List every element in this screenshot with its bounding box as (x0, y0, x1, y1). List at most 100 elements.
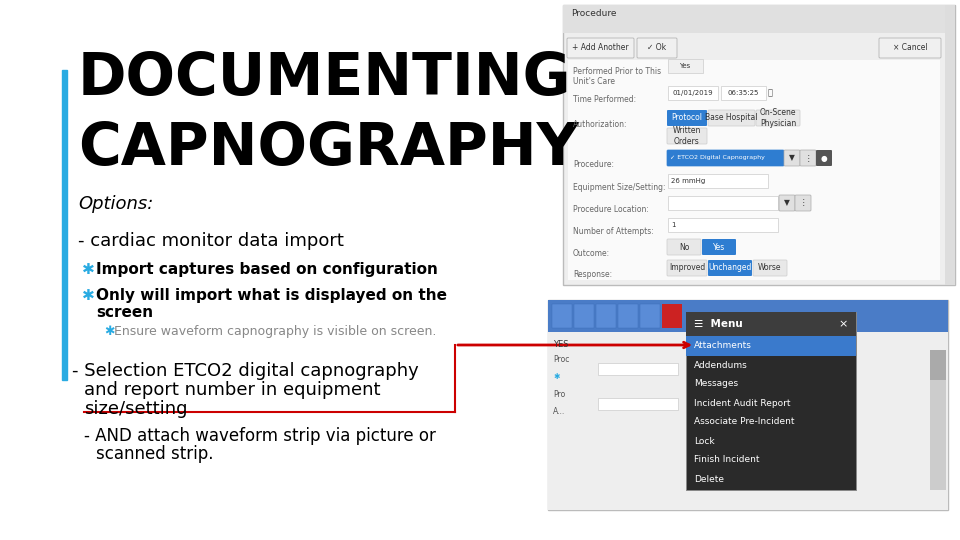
Bar (574, 304, 594, 328)
Text: Yes: Yes (680, 63, 690, 69)
Text: Protocol: Protocol (671, 113, 703, 123)
Text: Yes: Yes (713, 242, 725, 252)
Text: ✱: ✱ (82, 288, 95, 303)
Text: Procedure Location:: Procedure Location: (573, 205, 649, 214)
Bar (686, 312, 856, 490)
Bar (945, 5, 955, 285)
Bar (598, 363, 678, 375)
Text: screen: screen (96, 305, 154, 320)
Text: ⋮: ⋮ (804, 153, 812, 163)
Text: Attachments: Attachments (694, 341, 752, 350)
Text: 26 mmHg: 26 mmHg (671, 178, 706, 184)
Text: ⧖: ⧖ (767, 89, 773, 98)
Text: Only will import what is displayed on the: Only will import what is displayed on th… (96, 288, 447, 303)
Text: Lock: Lock (694, 436, 714, 446)
FancyBboxPatch shape (800, 150, 816, 166)
FancyBboxPatch shape (753, 260, 787, 276)
Text: Import captures based on configuration: Import captures based on configuration (96, 262, 438, 277)
Text: A...: A... (553, 407, 565, 416)
FancyBboxPatch shape (667, 260, 707, 276)
Text: Finish Incident: Finish Incident (694, 456, 759, 464)
Text: ☰  Menu: ☰ Menu (694, 319, 743, 329)
Text: YES: YES (553, 340, 568, 349)
FancyBboxPatch shape (756, 110, 800, 126)
FancyBboxPatch shape (667, 239, 701, 255)
Text: - AND attach waveform strip via picture or: - AND attach waveform strip via picture … (84, 427, 436, 445)
Text: Delete: Delete (694, 475, 724, 483)
Text: Improved: Improved (669, 264, 706, 273)
Text: Response:: Response: (573, 270, 612, 279)
Text: ●: ● (821, 153, 828, 163)
Text: Performed Prior to This
Unit's Care: Performed Prior to This Unit's Care (573, 67, 661, 86)
Bar (548, 300, 948, 332)
Text: Time Performed:: Time Performed: (573, 95, 636, 104)
Bar (686, 312, 856, 336)
FancyBboxPatch shape (784, 150, 800, 166)
Text: Written
Orders: Written Orders (673, 126, 701, 146)
Text: No: No (679, 242, 689, 252)
Text: Unchanged: Unchanged (708, 264, 752, 273)
Text: ✱: ✱ (82, 262, 95, 277)
FancyBboxPatch shape (667, 110, 707, 126)
Bar (552, 304, 572, 328)
Bar (668, 196, 778, 210)
Bar (548, 300, 948, 510)
Bar (62, 70, 67, 380)
Bar (662, 304, 682, 328)
Text: and report number in equipment: and report number in equipment (84, 381, 380, 399)
Bar (668, 174, 768, 188)
Bar (668, 59, 703, 73)
Text: Options:: Options: (78, 195, 154, 213)
Text: Pro: Pro (553, 390, 565, 399)
FancyBboxPatch shape (816, 150, 832, 166)
Text: ▼: ▼ (784, 199, 790, 207)
Text: Incident Audit Report: Incident Audit Report (694, 399, 790, 408)
Text: - Selection ETCO2 digital capnography: - Selection ETCO2 digital capnography (72, 362, 419, 380)
Text: × Cancel: × Cancel (893, 44, 927, 52)
Bar (668, 218, 778, 232)
Text: ✱: ✱ (553, 372, 560, 381)
Text: Outcome:: Outcome: (573, 249, 611, 258)
Bar (563, 5, 945, 33)
Bar (930, 350, 946, 490)
Text: Worse: Worse (758, 264, 781, 273)
Bar (548, 332, 948, 510)
Text: Messages: Messages (694, 380, 738, 388)
Bar (598, 398, 678, 410)
Text: 06:35:25: 06:35:25 (728, 90, 758, 96)
FancyBboxPatch shape (779, 195, 795, 211)
Text: Procedure:: Procedure: (573, 160, 614, 169)
Bar (568, 60, 940, 280)
FancyBboxPatch shape (708, 260, 752, 276)
FancyBboxPatch shape (637, 38, 677, 58)
Bar (930, 350, 946, 380)
Bar (563, 5, 955, 285)
Text: DOCUMENTING: DOCUMENTING (78, 50, 571, 107)
Bar (618, 304, 638, 328)
Text: ⋮: ⋮ (799, 199, 806, 207)
FancyBboxPatch shape (795, 195, 811, 211)
Text: Associate Pre-Incident: Associate Pre-Incident (694, 417, 795, 427)
FancyBboxPatch shape (879, 38, 941, 58)
Text: ×: × (839, 319, 848, 329)
Bar (640, 304, 660, 328)
FancyBboxPatch shape (667, 128, 707, 144)
Bar (668, 86, 718, 100)
Text: Number of Attempts:: Number of Attempts: (573, 227, 654, 236)
FancyBboxPatch shape (667, 150, 784, 166)
Text: Proc: Proc (553, 355, 569, 364)
Bar (686, 336, 856, 356)
Text: Equipment Size/Setting:: Equipment Size/Setting: (573, 183, 665, 192)
Text: Authorization:: Authorization: (573, 120, 628, 129)
Text: 01/01/2019: 01/01/2019 (673, 90, 713, 96)
FancyBboxPatch shape (567, 38, 634, 58)
Text: 1: 1 (671, 222, 676, 228)
Text: Procedure: Procedure (571, 9, 616, 18)
Text: scanned strip.: scanned strip. (96, 445, 213, 463)
Bar (721, 86, 766, 100)
Text: ✓ ETCO2 Digital Capnography: ✓ ETCO2 Digital Capnography (670, 156, 765, 160)
Text: ▼: ▼ (789, 153, 795, 163)
Text: ✱: ✱ (104, 325, 114, 338)
Text: Base Hospital: Base Hospital (706, 113, 757, 123)
Text: size/setting: size/setting (84, 400, 187, 418)
